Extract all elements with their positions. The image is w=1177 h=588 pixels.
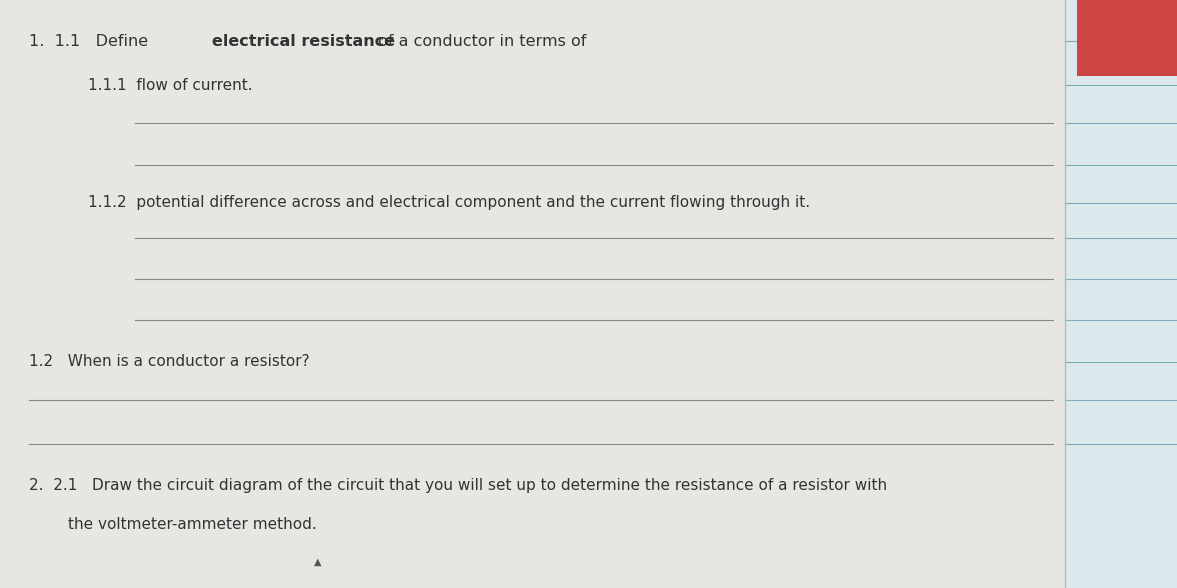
Text: ▲: ▲ <box>314 556 321 567</box>
Text: 2.  2.1   Draw the circuit diagram of the circuit that you will set up to determ: 2. 2.1 Draw the circuit diagram of the c… <box>29 477 887 493</box>
Bar <box>1077 0 1177 76</box>
Text: 1.  1.1   Define: 1. 1.1 Define <box>29 34 154 49</box>
Text: 1.1.1  flow of current.: 1.1.1 flow of current. <box>88 78 253 93</box>
Text: the voltmeter-ammeter method.: the voltmeter-ammeter method. <box>29 517 317 532</box>
Text: of a conductor in terms of: of a conductor in terms of <box>373 34 586 49</box>
Text: 1.1.2  potential difference across and electrical component and the current flow: 1.1.2 potential difference across and el… <box>88 195 811 211</box>
Text: electrical resistance: electrical resistance <box>212 34 395 49</box>
Bar <box>1065 0 1177 588</box>
Text: 1.2   When is a conductor a resistor?: 1.2 When is a conductor a resistor? <box>29 354 310 369</box>
